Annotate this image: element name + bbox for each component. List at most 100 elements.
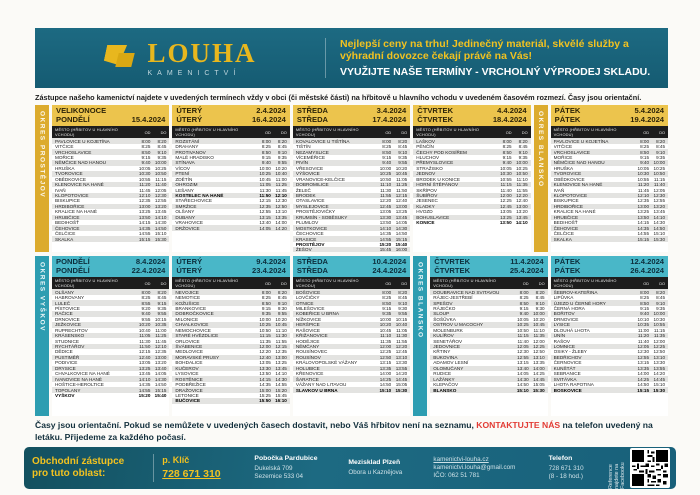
region-sidebar: OKRES PROSTĚJOV: [35, 105, 49, 252]
schedule-row: RÁJEČKO 9:15 9:30: [433, 305, 545, 311]
schedule-row: NÍŽKOVICE 10:00 10:15: [295, 316, 408, 322]
schedule-row: STARÉ HVĚZDLICE 11:15 11:30: [172, 332, 290, 339]
schedule-row: OBĚDKOVICE 10:55 11:15: [55, 176, 167, 182]
schedule-row: TIŠTÍN 8:25 8:45: [295, 144, 408, 150]
schedule-row: RUPRECHTOV 10:40 11:00: [55, 327, 167, 333]
day-column: VELIKONOCE PONDĚLÍ 15.4.2024 MĚSTO (HŘBITOV…: [52, 105, 170, 252]
header-divider: [325, 38, 326, 78]
schedule-row: VŘESOVICE 10:00 10:20: [295, 165, 408, 171]
schedule-row: ZDĚTÍN 10:45 11:00: [175, 176, 287, 182]
day-column: ÚTERÝ 9.4.2024 ÚTERÝ 23.4.2024 MĚSTO (HŘBITO…: [172, 256, 290, 416]
facebook-reference-text: Reference najdete na Facebooku: [608, 462, 627, 489]
schedule-row: IVANOVICE NA HANÉ 14:10 14:30: [52, 376, 170, 382]
note-part1: Časy jsou orientační. Pokud se nemůžete …: [35, 420, 477, 430]
schedule-row: LULEČ 8:55 9:15: [52, 300, 170, 306]
schedule-row: BUČOVICE 15:50 16:10: [172, 398, 290, 404]
schedule-row: BRANKOVICE 9:15 9:30: [175, 305, 287, 311]
phone-hours: (8 - 18 hod.): [548, 472, 583, 480]
schedule-row: JESENEC 12:25 12:40: [416, 198, 528, 204]
schedule-row: HLUCHOV 9:15 9:35: [416, 154, 528, 160]
schedule-row: ČEHOVICE 14:35 14:50: [52, 225, 170, 231]
schedule-row: PIVÍN 9:40 9:55: [292, 160, 411, 166]
schedule-row: KOVALOVICE U TIŠTÍNA 8:00 8:20: [292, 138, 411, 144]
qr-code: [630, 448, 671, 488]
schedule-row: SKALKA 15:15 15:30: [550, 236, 669, 242]
schedule-row: NEZAMYSLICE 8:50 9:10: [292, 149, 411, 155]
schedule-row: KŘIŽANOVICE 11:10 11:30: [292, 332, 411, 339]
schedule-row: NEMOTICE 8:25 8:45: [175, 295, 287, 301]
schedule-row: MORAVSKÉ PRUSY 12:40 13:00: [172, 354, 290, 361]
schedule-row: RAČICE 9:40 9:55: [52, 311, 170, 317]
schedule-row: ŽELEČ 11:30 11:50: [295, 187, 408, 193]
schedule-row: BISKUPICE 12:35 12:55: [553, 198, 666, 204]
schedule-row: PROSTĚJOVIČKY 13:05 13:25: [295, 209, 408, 215]
schedule-row: DRNOVICE 10:10 10:30: [553, 316, 666, 322]
tagline-secondary: VYUŽIJTE NAŠE TERMÍNY - VRCHOLNÝ VÝPRODE…: [340, 66, 651, 78]
schedule-row: SLAVKOV U BRNA 15:10 15:30: [292, 387, 411, 393]
schedule-row: BLANSKO 15:10 15:30: [430, 387, 548, 393]
schedule-row: KOŽUŠICE 8:50 9:10: [172, 300, 290, 306]
brand-name: LOUHA: [147, 37, 257, 68]
day-column-header: STŘEDA 10.4.2024 STŘEDA 24.4.2024: [292, 256, 411, 278]
schedule-row: SKALKA 15:15 15:30: [52, 236, 170, 242]
schedule-row: MOLENBURK 10:50 11:10: [433, 327, 545, 333]
schedule-row: ŽEŠOV 15:45 16:00: [292, 247, 411, 252]
day-column-header: ČTVRTEK 11.4.2024 ČTVRTEK 25.4.2024: [430, 256, 548, 278]
day-column-header: PONDĚLÍ 8.4.2024 PONDĚLÍ 22.4.2024: [52, 256, 170, 278]
schedule-row: ČELČICE 14:55 15:10: [553, 231, 666, 237]
schedule-row: VÁŽANY NAD LITAVOU 14:50 15:05: [295, 382, 408, 388]
schedule-row: ČEHOVICE 14:35 14:50: [550, 225, 669, 231]
schedule-row: VÍCOV 10:00 10:20: [175, 165, 287, 171]
schedule-row: STAŘECHOVICE 12:15 12:30: [175, 198, 287, 204]
schedule-row: KOSTELEC NA HANÉ 11:50 12:10: [172, 192, 290, 199]
branch-title: Pobočka Pardubice: [254, 455, 318, 463]
schedule-row: OTASLAVICE 12:20 12:40: [295, 198, 408, 204]
day-column-header: ÚTERÝ 2.4.2024 ÚTERÝ 16.4.2024: [172, 105, 290, 127]
schedule-row: RUDICE 14:05 14:25: [433, 371, 545, 377]
schedule-row: MILEŠOVICE 9:15 9:30: [295, 305, 408, 311]
schedule-row: KRÁSENSKO 11:05 11:25: [52, 332, 170, 339]
schedule-row: ČERNOVICE 13:15 13:30: [553, 360, 666, 366]
schedule-row: DOBROMILICE 11:10 11:25: [292, 181, 411, 188]
schedule-row: ADAMOV LESNÍ 13:15 13:35: [433, 360, 545, 366]
schedule-row: HRDIBOŘICE 13:00 13:20: [52, 203, 170, 210]
day-column-header: VELIKONOCE PONDĚLÍ 15.4.2024: [52, 105, 170, 127]
schedule-row: PROSTĚJOV 15:20 15:40: [295, 241, 408, 247]
schedule-row: BOŠOVICE 8:00 8:20: [292, 289, 411, 295]
region-sidebar: OKRES BLANSKO: [533, 105, 548, 252]
schedule-row: MYSLEJOVICE 12:45 13:00: [292, 203, 411, 210]
day-column-header: ÚTERÝ 9.4.2024 ÚTERÝ 23.4.2024: [172, 256, 290, 278]
rep-name: p. Klíč: [162, 454, 190, 465]
schedule-row: NEMOCHOVICE 10:50 11:10: [175, 327, 287, 333]
day-column-header: ČTVRTEK 4.4.2024 ČTVRTEK 18.4.2024: [413, 105, 531, 127]
day-column: ČTVRTEK 11.4.2024 ČTVRTEK 25.4.2024 MĚSTO (H…: [430, 256, 548, 416]
louha-diamond-icon: [103, 41, 137, 75]
schedule-row: KRALICE NA HANÉ 13:25 13:45: [55, 209, 167, 215]
schedule-row: BOHDALICE 13:05 13:25: [175, 360, 287, 366]
schedule-row: PĚNČÍN 8:25 8:45: [416, 144, 528, 150]
schedule-row: KONICE 13:50 14:10: [416, 220, 528, 226]
schedule-row: HODĚJICE 11:35 11:55: [295, 338, 408, 344]
schedule-row: ČERNÁ HORA 9:15 9:35: [553, 305, 666, 311]
column-subheader: MĚSTO (HŘBITOV U HLAVNÍHO VCHODU) OD DO: [413, 126, 531, 139]
schedule-row: KRALICE NA HANÉ 13:25 13:45: [553, 209, 666, 215]
schedule-row: KLENOVICE NA HANÉ 11:20 11:40: [52, 181, 170, 188]
schedule-row: NEVOJICE 8:00 8:20: [172, 289, 290, 295]
schedule-row: PODIVICE 13:05 13:20: [55, 360, 167, 366]
header-band: LOUHA KAMENICTVÍ Nejlepší ceny na trhu! …: [35, 28, 668, 88]
day-column: PÁTEK 5.4.2024 PÁTEK 19.4.2024 MĚSTO (HŘBITO…: [550, 105, 669, 252]
day-column-header: STŘEDA 3.4.2024 STŘEDA 17.4.2024: [292, 105, 411, 127]
schedule-row: KRASICE 14:55 15:15: [292, 236, 411, 242]
phone-title: Telefon: [548, 455, 573, 463]
schedule-row: IVAŇ 11:45 12:05: [553, 187, 666, 193]
column-subheader: MĚSTO (HŘBITOV U HLAVNÍHO VCHODU) OD DO: [550, 126, 669, 139]
schedule-row: OLŠANY 8:00 8:20: [52, 289, 170, 295]
schedule-row: JEDOVNICE 12:05 12:25: [430, 343, 548, 350]
schedule-row: BOSKOVICE 15:15 15:30: [550, 387, 669, 393]
schedule-row: ROZSTÁNÍ 8:00 8:20: [172, 138, 290, 144]
schedule-row: ŠEBROV-KATEŘINA 8:00 8:20: [550, 289, 669, 295]
schedule-row: LOMNICE 12:05 12:25: [550, 343, 669, 350]
day-column: ÚTERÝ 2.4.2024 ÚTERÝ 16.4.2024 MĚSTO (HŘBITO…: [172, 105, 290, 252]
schedule-row: TVOROVICE 10:30 10:50: [52, 171, 170, 177]
schedule-row: VYŠKOV 15:20 15:40: [55, 392, 167, 398]
